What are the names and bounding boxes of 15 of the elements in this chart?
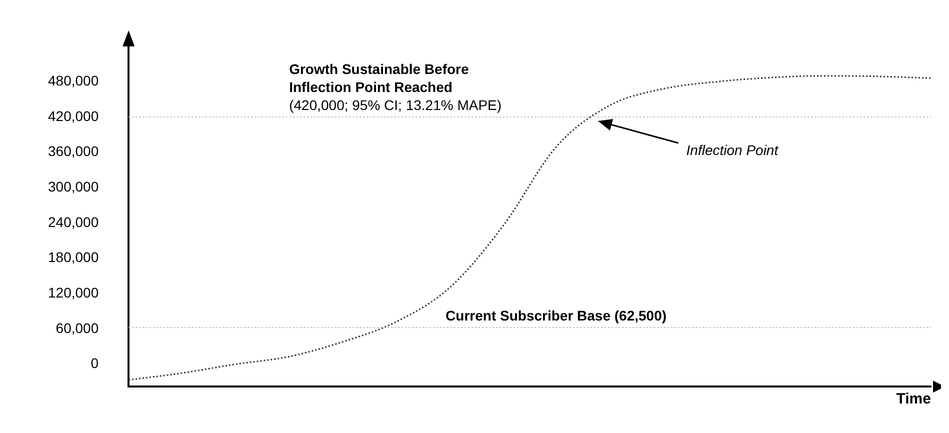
y-tick-label: 60,000 — [56, 320, 99, 336]
line-series — [128, 75, 932, 381]
ref-line-label: Growth Sustainable Before Inflection Point Reached — [289, 60, 469, 95]
y-tick-label: 0 — [90, 355, 99, 372]
annotation: Inflection Point — [686, 142, 780, 158]
ref-line-label: Current Subscriber Base (62,500) — [446, 307, 667, 324]
y-tick-label: 420,000 — [48, 108, 99, 124]
y-tick-label: 240,000 — [48, 214, 99, 230]
x-axis-title: Time — [896, 390, 931, 408]
y-tick-label: 480,000 — [48, 72, 99, 89]
y-tick-label: 300,000 — [48, 178, 99, 195]
y-tick-label: 120,000 — [48, 284, 99, 300]
y-tick-label: 360,000 — [48, 143, 99, 160]
annotation: (420,000; 95% CI; 13.21% MAPE) — [289, 96, 502, 113]
y-tick-label: 180,000 — [48, 249, 99, 266]
